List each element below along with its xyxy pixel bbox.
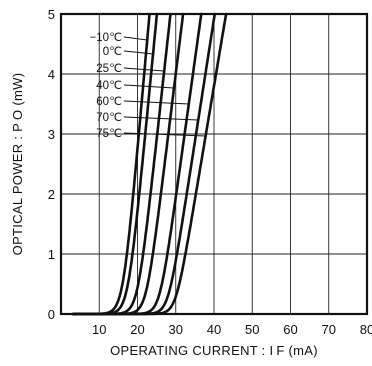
label-leader <box>123 36 148 41</box>
tick-labels: 10 20 30 40 50 60 70 80 0 1 2 3 4 5 <box>48 7 372 337</box>
label-leaders <box>123 36 206 137</box>
y-tick-label: 5 <box>48 7 55 22</box>
curve-label: 0℃ <box>103 46 122 58</box>
x-tick-label: 10 <box>92 322 106 337</box>
x-tick-label: 20 <box>130 322 144 337</box>
y-tick-label: 0 <box>48 307 55 322</box>
curve-label: −10℃ <box>90 32 123 44</box>
y-tick-label: 2 <box>48 187 55 202</box>
grid-lines <box>61 14 367 314</box>
x-tick-label: 50 <box>245 322 259 337</box>
curve-label: 75℃ <box>96 128 122 140</box>
curve-labels: −10℃ 0℃ 25℃ 40℃ 60℃ 70℃ 75℃ <box>90 32 123 140</box>
curve-label: 25℃ <box>96 63 122 75</box>
x-tick-label: 40 <box>207 322 221 337</box>
x-tick-label: 60 <box>283 322 297 337</box>
curve-label: 60℃ <box>96 96 122 108</box>
label-leader <box>123 132 206 137</box>
y-tick-label: 4 <box>48 67 55 82</box>
curve-0 <box>71 12 151 316</box>
curve-label: 70℃ <box>96 112 122 124</box>
label-leader <box>123 84 175 89</box>
curve-5 <box>71 12 216 316</box>
label-leader <box>123 50 154 55</box>
x-tick-label: 80 <box>360 322 372 337</box>
curve-2 <box>71 12 172 316</box>
curve-group <box>71 12 228 316</box>
label-leader <box>123 116 199 121</box>
x-tick-label: 30 <box>169 322 183 337</box>
x-axis-title: OPERATING CURRENT : I F (mA) <box>110 343 318 358</box>
x-tick-label: 70 <box>322 322 336 337</box>
plot-frame <box>59 12 369 316</box>
label-leader <box>123 100 189 105</box>
y-axis-title: OPTICAL POWER : P O (mW) <box>10 73 25 256</box>
curve-label: 40℃ <box>96 80 122 92</box>
y-tick-label: 1 <box>48 247 55 262</box>
y-tick-label: 3 <box>48 127 55 142</box>
label-leader <box>123 67 165 72</box>
